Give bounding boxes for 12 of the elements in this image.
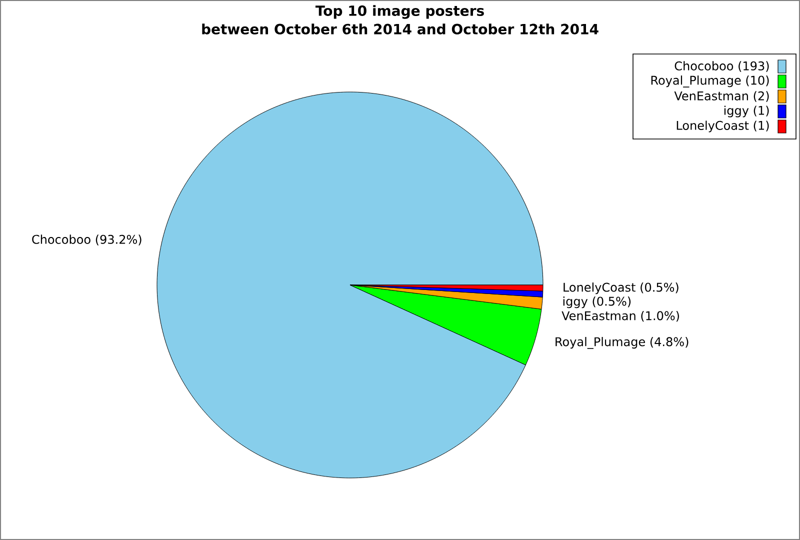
data-label: Royal_Plumage (4.8%) bbox=[556, 336, 688, 349]
data-label: VenEastman (1.0%) bbox=[562, 310, 679, 322]
data-label: LonelyCoast (0.5%) bbox=[564, 282, 678, 294]
data-label: iggy (0.5%) bbox=[563, 296, 631, 308]
legend-label: VenEastman (2) bbox=[674, 91, 769, 102]
chart-title: Top 10 image posters bbox=[315, 5, 484, 19]
legend-label: Chocoboo (193) bbox=[674, 61, 769, 72]
chart-subtitle: between October 6th 2014 and October 12th 2014 bbox=[202, 24, 598, 34]
data-label: Chocoboo (93.2%) bbox=[32, 234, 142, 246]
legend-label: Royal_Plumage (10) bbox=[651, 76, 769, 88]
legend-label: iggy (1) bbox=[724, 106, 769, 118]
legend-label: LonelyCoast (1) bbox=[676, 120, 769, 132]
